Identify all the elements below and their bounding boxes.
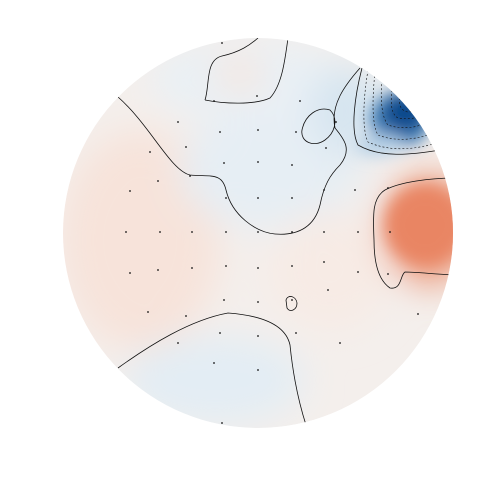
sensor	[325, 147, 327, 149]
sensor	[257, 369, 259, 371]
sensor	[219, 131, 221, 133]
sensor	[339, 342, 341, 344]
sensor	[223, 299, 225, 301]
sensor	[225, 197, 227, 199]
sensor	[177, 121, 179, 123]
sensor	[335, 121, 337, 123]
sensor	[257, 267, 259, 269]
sensor	[327, 289, 329, 291]
sensor	[257, 197, 259, 199]
sensor	[357, 231, 359, 233]
sensor	[257, 161, 259, 163]
sensor	[323, 231, 325, 233]
sensor	[157, 180, 159, 182]
sensor	[257, 335, 259, 337]
sensors	[125, 42, 419, 424]
sensor	[225, 265, 227, 267]
sensor	[257, 129, 259, 131]
sensor	[291, 231, 293, 233]
sensor	[159, 231, 161, 233]
sensor	[129, 272, 131, 274]
sensor	[191, 231, 193, 233]
sensor	[295, 131, 297, 133]
sensor	[295, 332, 297, 334]
sensor	[291, 299, 293, 301]
sensor	[147, 311, 149, 313]
sensor	[417, 313, 419, 315]
sensor	[257, 231, 259, 233]
sensor	[149, 151, 151, 153]
sensor	[213, 362, 215, 364]
sensor	[189, 175, 191, 177]
sensor	[125, 231, 127, 233]
field	[63, 38, 453, 428]
sensor	[389, 231, 391, 233]
sensor	[177, 342, 179, 344]
sensor	[219, 332, 221, 334]
sensor	[387, 273, 389, 275]
sensor	[185, 315, 187, 317]
sensor	[221, 42, 223, 44]
sensor	[257, 301, 259, 303]
sensor	[299, 100, 301, 102]
sensor	[291, 164, 293, 166]
sensor	[291, 197, 293, 199]
sensor	[291, 265, 293, 267]
sensor	[185, 146, 187, 148]
sensor	[387, 187, 389, 189]
sensor	[223, 162, 225, 164]
sensor	[256, 95, 258, 97]
sensor	[323, 189, 325, 191]
sensor	[221, 422, 223, 424]
sensor	[191, 267, 193, 269]
sensor	[157, 269, 159, 271]
sensor	[129, 190, 131, 192]
sensor	[225, 231, 227, 233]
sensor	[354, 189, 356, 191]
sensor	[323, 261, 325, 263]
sensor	[357, 271, 359, 273]
sensor	[213, 100, 215, 102]
